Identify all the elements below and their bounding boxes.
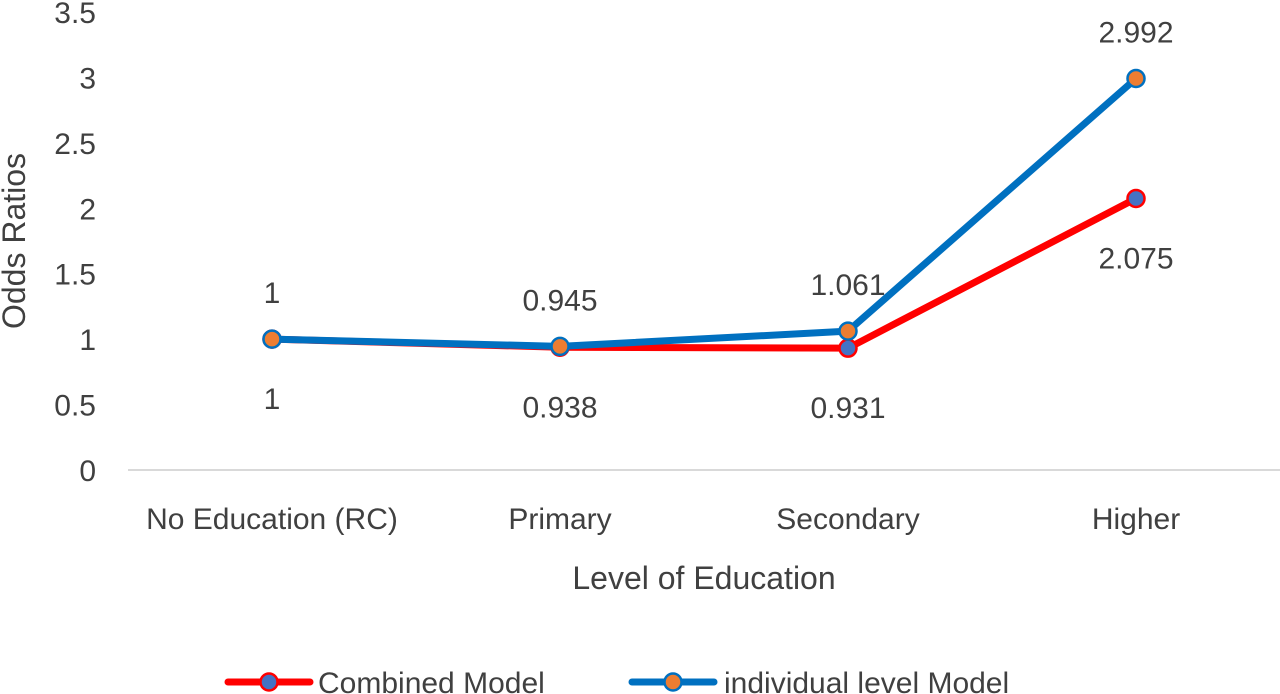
series-0	[262, 188, 1146, 358]
data-point	[838, 321, 858, 341]
x-axis: No Education (RC) Primary Secondary Higher	[146, 503, 1180, 536]
x-tick-label: Higher	[1092, 503, 1180, 536]
data-label: 0.931	[810, 392, 885, 425]
y-tick-label: 0.5	[54, 390, 96, 423]
legend-label: individual level Model	[724, 667, 1009, 694]
series-1	[262, 68, 1146, 357]
y-tick-label: 3	[79, 62, 96, 95]
data-point	[550, 336, 570, 357]
data-point	[838, 338, 858, 358]
y-tick-label: 3.5	[54, 0, 96, 30]
y-axis: 0 0.5 1 1.5 2 2.5 3 3.5	[54, 0, 96, 488]
y-axis-title: Odds Ratios	[0, 153, 32, 329]
x-tick-label: Secondary	[776, 503, 919, 536]
data-point	[262, 329, 282, 349]
y-tick-label: 0	[79, 455, 96, 488]
legend: Combined Model individual level Model	[224, 667, 1009, 694]
data-label: 1	[264, 383, 281, 416]
legend-item: Combined Model	[224, 667, 545, 694]
legend-marker	[259, 672, 279, 692]
y-tick-label: 1.5	[54, 259, 96, 292]
x-tick-label: Primary	[508, 503, 611, 536]
series-line	[268, 194, 1140, 352]
legend-marker	[663, 672, 683, 692]
legend-item: individual level Model	[628, 667, 1009, 694]
legend-label: Combined Model	[318, 667, 545, 694]
series-layer	[262, 68, 1146, 358]
x-tick-label: No Education (RC)	[146, 503, 398, 536]
series-line	[268, 74, 1140, 350]
data-label: 0.938	[522, 391, 597, 424]
y-tick-label: 1	[79, 324, 96, 357]
data-point	[1126, 188, 1146, 209]
data-label: 2.075	[1098, 242, 1173, 275]
y-tick-label: 2	[79, 193, 96, 226]
data-label: 1	[264, 277, 281, 310]
y-tick-label: 2.5	[54, 128, 96, 161]
data-label: 2.992	[1098, 16, 1173, 49]
data-label: 0.945	[522, 284, 597, 317]
data-point	[1126, 68, 1146, 89]
data-labels: 1 0.938 0.931 2.075 1 0.945 1.061 2.992	[264, 16, 1174, 425]
x-axis-title: Level of Education	[572, 560, 835, 596]
data-label: 1.061	[810, 269, 885, 302]
